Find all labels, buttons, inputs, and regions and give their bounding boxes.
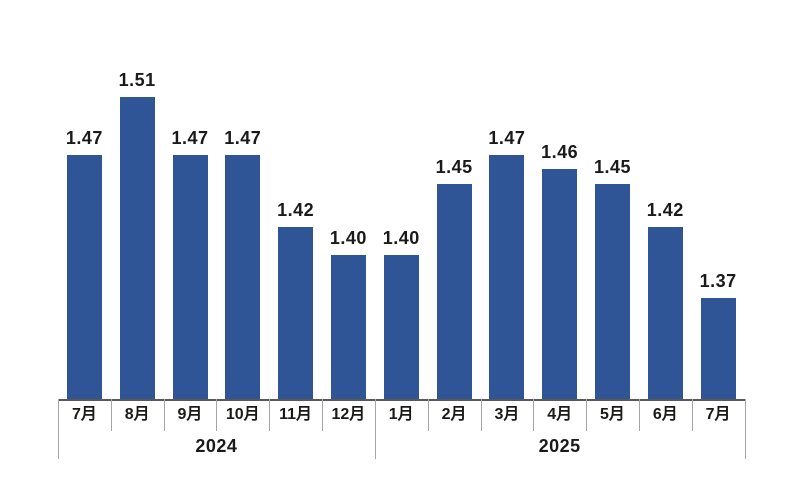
category-tick xyxy=(110,399,112,431)
category-tick xyxy=(691,399,693,431)
bar-value-label: 1.51 xyxy=(118,70,156,90)
month-tick-label: 12月 xyxy=(331,406,366,423)
category-tick xyxy=(638,399,640,431)
month-tick-label: 9月 xyxy=(177,406,203,423)
category-tick xyxy=(269,399,271,431)
year-group-boundary xyxy=(58,399,59,459)
month-tick-label: 4月 xyxy=(547,406,573,423)
category-tick xyxy=(480,399,482,431)
month-tick-label: 6月 xyxy=(652,406,678,423)
category-tick xyxy=(533,399,535,431)
category-tick xyxy=(163,399,165,431)
year-label-2025: 2025 xyxy=(538,436,581,456)
month-tick-label: 2月 xyxy=(441,406,467,423)
bar-4月-1.46[interactable] xyxy=(542,169,578,399)
category-tick xyxy=(427,399,429,431)
category-tick xyxy=(322,399,323,431)
bar-value-label: 1.40 xyxy=(329,228,367,248)
bar-9月-1.47[interactable] xyxy=(172,155,208,399)
bar-value-label: 1.46 xyxy=(541,142,579,162)
month-tick-label: 1月 xyxy=(388,406,414,423)
bar-2月-1.45[interactable] xyxy=(436,184,472,399)
bar-5月-1.45[interactable] xyxy=(595,184,630,399)
month-tick-label: 11月 xyxy=(279,406,313,423)
bar-value-label: 1.42 xyxy=(646,200,684,220)
x-axis-line xyxy=(58,399,746,401)
bar-6月-1.42[interactable] xyxy=(647,227,683,399)
bar-value-label: 1.47 xyxy=(65,128,103,148)
bar-value-label: 1.40 xyxy=(382,228,420,248)
bar-value-label: 1.45 xyxy=(435,157,473,177)
bar-3月-1.47[interactable] xyxy=(489,155,525,399)
bar-value-label: 1.37 xyxy=(699,271,737,291)
month-tick-label: 8月 xyxy=(124,406,150,423)
bar-8月-1.51[interactable] xyxy=(119,97,155,399)
year-label-2024: 2024 xyxy=(195,436,238,456)
month-tick-label: 7月 xyxy=(705,406,731,423)
bar-12月-1.40[interactable] xyxy=(330,255,366,399)
category-tick xyxy=(216,399,218,431)
bar-1月-1.40[interactable] xyxy=(383,255,419,399)
category-tick xyxy=(586,399,588,431)
bar-value-label: 1.47 xyxy=(171,128,209,148)
bar-value-label: 1.47 xyxy=(224,128,262,148)
month-tick-label: 3月 xyxy=(494,406,520,423)
bar-7月-1.37[interactable] xyxy=(700,298,736,399)
month-tick-label: 10月 xyxy=(225,406,260,423)
year-group-boundary xyxy=(374,399,376,459)
bar-10月-1.47[interactable] xyxy=(225,155,261,399)
bar-7月-1.47[interactable] xyxy=(66,155,102,399)
bar-value-label: 1.45 xyxy=(593,157,632,177)
month-tick-label: 5月 xyxy=(600,406,625,423)
month-tick-label: 7月 xyxy=(71,406,97,423)
bar-value-label: 1.42 xyxy=(277,200,315,220)
bar-11月-1.42[interactable] xyxy=(278,227,314,399)
bar-value-label: 1.47 xyxy=(488,128,526,148)
year-group-boundary xyxy=(744,399,746,459)
